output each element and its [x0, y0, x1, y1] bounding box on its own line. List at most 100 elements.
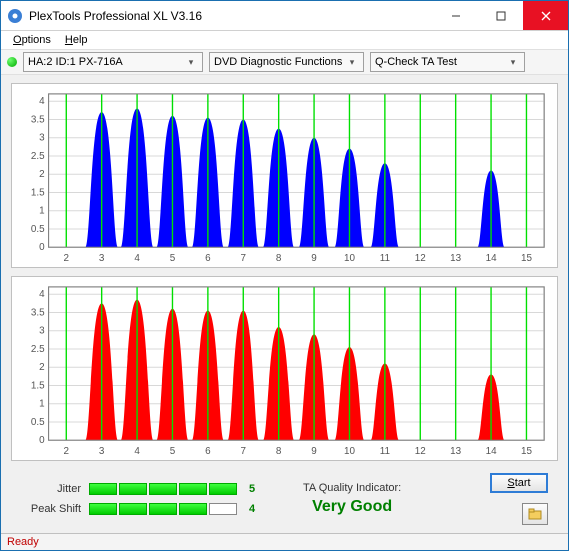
- svg-text:3.5: 3.5: [31, 308, 45, 319]
- svg-text:9: 9: [311, 446, 317, 457]
- menubar: Options Help: [1, 31, 568, 49]
- chevron-down-icon: ▾: [184, 57, 198, 68]
- svg-text:8: 8: [276, 253, 282, 264]
- window-controls: [433, 1, 568, 30]
- svg-text:1.5: 1.5: [31, 188, 45, 199]
- svg-text:2.5: 2.5: [31, 344, 45, 355]
- svg-text:14: 14: [486, 253, 497, 264]
- quality-value: Very Good: [312, 498, 392, 516]
- svg-text:9: 9: [311, 253, 317, 264]
- content-area: 00.511.522.533.5423456789101112131415 00…: [1, 75, 568, 533]
- jitter-label: Jitter: [21, 483, 81, 495]
- meters: Jitter 5 Peak Shift 4: [21, 483, 263, 515]
- test-dropdown[interactable]: Q-Check TA Test ▾: [370, 52, 525, 72]
- svg-text:10: 10: [344, 253, 355, 264]
- meter-segment: [89, 483, 117, 495]
- svg-text:0.5: 0.5: [31, 224, 45, 235]
- svg-text:4: 4: [39, 290, 45, 301]
- svg-text:3: 3: [39, 326, 45, 337]
- peakshift-label: Peak Shift: [21, 503, 81, 515]
- meter-segment: [149, 483, 177, 495]
- svg-text:14: 14: [486, 446, 497, 457]
- svg-text:5: 5: [170, 446, 176, 457]
- results-panel: Jitter 5 Peak Shift 4 TA Quality Indicat…: [11, 469, 558, 529]
- svg-text:4: 4: [39, 97, 45, 108]
- app-icon: [7, 8, 23, 24]
- maximize-button[interactable]: [478, 1, 523, 30]
- svg-text:4: 4: [134, 446, 140, 457]
- action-buttons: Start: [490, 473, 548, 525]
- top-chart-panel: 0 0.5 1 1.5 2 2.5 3 3.5 4 2 3 4 5 6 7 8 9 10 11 12 13 14 15: [11, 83, 558, 268]
- test-dropdown-label: Q-Check TA Test: [375, 56, 506, 68]
- svg-text:2: 2: [64, 253, 70, 264]
- svg-text:0.5: 0.5: [31, 417, 45, 428]
- category-dropdown[interactable]: DVD Diagnostic Functions ▾: [209, 52, 364, 72]
- svg-text:5: 5: [170, 253, 176, 264]
- svg-text:12: 12: [415, 446, 426, 457]
- bottom-chart: 00.511.522.533.5423456789101112131415: [12, 277, 557, 460]
- meter-segment: [119, 483, 147, 495]
- svg-text:3: 3: [39, 133, 45, 144]
- chevron-down-icon: ▾: [345, 57, 359, 68]
- device-dropdown-label: HA:2 ID:1 PX-716A: [28, 56, 184, 68]
- jitter-row: Jitter 5: [21, 483, 263, 495]
- minimize-button[interactable]: [433, 1, 478, 30]
- svg-text:6: 6: [205, 446, 211, 457]
- svg-text:1.5: 1.5: [31, 381, 45, 392]
- svg-text:2: 2: [39, 363, 45, 374]
- svg-text:7: 7: [241, 253, 246, 264]
- svg-text:0: 0: [39, 436, 45, 447]
- menu-help[interactable]: Help: [59, 32, 94, 48]
- svg-text:0: 0: [39, 243, 45, 254]
- folder-icon: [528, 507, 542, 521]
- svg-text:7: 7: [241, 446, 246, 457]
- start-button[interactable]: Start: [490, 473, 548, 493]
- svg-text:13: 13: [450, 446, 461, 457]
- svg-text:2.5: 2.5: [31, 151, 45, 162]
- bottom-chart-panel: 00.511.522.533.5423456789101112131415: [11, 276, 558, 461]
- peakshift-value: 4: [249, 503, 263, 515]
- category-dropdown-label: DVD Diagnostic Functions: [214, 56, 345, 68]
- peakshift-row: Peak Shift 4: [21, 503, 263, 515]
- export-button[interactable]: [522, 503, 548, 525]
- app-window: PlexTools Professional XL V3.16 Options …: [0, 0, 569, 551]
- quality-indicator: TA Quality Indicator: Very Good: [303, 482, 401, 516]
- svg-text:2: 2: [64, 446, 70, 457]
- meter-segment: [119, 503, 147, 515]
- chevron-down-icon: ▾: [506, 57, 520, 68]
- meter-segment: [149, 503, 177, 515]
- titlebar: PlexTools Professional XL V3.16: [1, 1, 568, 31]
- svg-text:3: 3: [99, 253, 105, 264]
- meter-segment: [179, 483, 207, 495]
- jitter-meter: [89, 483, 237, 495]
- device-dropdown[interactable]: HA:2 ID:1 PX-716A ▾: [23, 52, 203, 72]
- close-button[interactable]: [523, 1, 568, 30]
- svg-text:3.5: 3.5: [31, 115, 45, 126]
- meter-segment: [209, 483, 237, 495]
- menu-options[interactable]: Options: [7, 32, 57, 48]
- quality-label: TA Quality Indicator:: [303, 482, 401, 494]
- toolbar: HA:2 ID:1 PX-716A ▾ DVD Diagnostic Funct…: [1, 49, 568, 75]
- status-text: Ready: [7, 536, 39, 548]
- jitter-value: 5: [249, 483, 263, 495]
- svg-text:13: 13: [450, 253, 461, 264]
- svg-text:15: 15: [521, 253, 532, 264]
- svg-text:15: 15: [521, 446, 532, 457]
- svg-text:3: 3: [99, 446, 105, 457]
- meter-segment: [89, 503, 117, 515]
- svg-text:2: 2: [39, 170, 45, 181]
- svg-text:11: 11: [380, 446, 391, 457]
- svg-text:12: 12: [415, 253, 426, 264]
- svg-text:1: 1: [39, 206, 45, 217]
- svg-text:4: 4: [134, 253, 140, 264]
- meter-segment: [179, 503, 207, 515]
- svg-text:8: 8: [276, 446, 282, 457]
- svg-text:11: 11: [380, 253, 391, 264]
- statusbar: Ready: [1, 533, 568, 550]
- peakshift-meter: [89, 503, 237, 515]
- meter-segment: [209, 503, 237, 515]
- top-chart: 0 0.5 1 1.5 2 2.5 3 3.5 4 2 3 4 5 6 7 8 9 10 11 12 13 14 15: [12, 84, 557, 267]
- device-status-icon: [7, 57, 17, 67]
- window-title: PlexTools Professional XL V3.16: [29, 9, 433, 23]
- svg-text:6: 6: [205, 253, 211, 264]
